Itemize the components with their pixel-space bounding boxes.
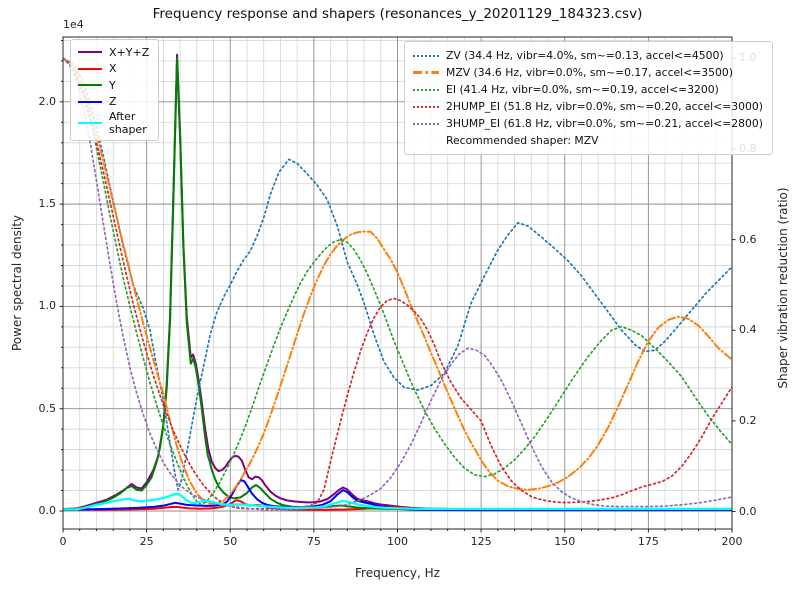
legend-label: 3HUMP_EI (61.8 Hz, vibr=0.0%, sm~=0.21, … xyxy=(446,117,763,130)
legend-label: X+Y+Z xyxy=(109,45,150,59)
legend-item: Y xyxy=(78,77,149,94)
legend-item: ZV (34.4 Hz, vibr=4.0%, sm~=0.13, accel<… xyxy=(413,47,763,64)
legend-item: X xyxy=(78,61,149,78)
y-left-tick-label: 0.5 xyxy=(38,401,57,415)
chart-title: Frequency response and shapers (resonanc… xyxy=(152,6,643,22)
y-axis-left-label: Power spectral density xyxy=(10,214,24,352)
x-tick-label: 75 xyxy=(306,535,321,548)
legend-item: 2HUMP_EI (51.8 Hz, vibr=0.0%, sm~=0.20, … xyxy=(413,98,763,115)
x-tick-label: 150 xyxy=(554,535,576,548)
legend-line-sample xyxy=(413,122,439,125)
y-axis-right-label: Shaper vibration reduction (ratio) xyxy=(776,187,790,389)
legend-label: ZV (34.4 Hz, vibr=4.0%, sm~=0.13, accel<… xyxy=(446,49,724,62)
legend-label: Y xyxy=(109,78,116,92)
x-tick-label: 200 xyxy=(721,535,743,548)
legend-line-sample xyxy=(78,84,102,87)
x-tick-label: 0 xyxy=(59,535,67,548)
legend-line-sample xyxy=(78,100,102,103)
y-axis-offset-text: 1e4 xyxy=(63,18,84,31)
y-left-tick-label: 2.0 xyxy=(38,94,57,108)
legend-label: Recommended shaper: MZV xyxy=(446,134,599,147)
legend-line-sample xyxy=(413,105,439,108)
x-tick-label: 100 xyxy=(387,535,408,548)
legend-item: 3HUMP_EI (61.8 Hz, vibr=0.0%, sm~=0.21, … xyxy=(413,115,763,132)
legend-line-sample xyxy=(413,88,439,91)
legend-label: MZV (34.6 Hz, vibr=0.0%, sm~=0.17, accel… xyxy=(446,66,733,79)
x-tick-label: 125 xyxy=(470,535,492,548)
legend-line-sample xyxy=(413,71,439,74)
legend-label: Z xyxy=(109,95,117,109)
y-left-tick-label: 0.0 xyxy=(38,503,57,517)
psd-legend: X+Y+Z X Y Z After shaper xyxy=(70,39,160,141)
legend-label: 2HUMP_EI (51.8 Hz, vibr=0.0%, sm~=0.20, … xyxy=(446,100,763,113)
legend-line-sample xyxy=(413,54,439,57)
legend-label: X xyxy=(109,62,117,76)
x-axis-label: Frequency, Hz xyxy=(355,566,440,580)
legend-item: Z xyxy=(78,94,149,111)
y-left-tick-label: 1.5 xyxy=(38,197,57,211)
legend-item: EI (41.4 Hz, vibr=0.0%, sm~=0.19, accel<… xyxy=(413,81,763,98)
legend-label: After shaper xyxy=(109,110,147,136)
legend-line-sample xyxy=(78,67,102,70)
shaper-legend: ZV (34.4 Hz, vibr=4.0%, sm~=0.13, accel<… xyxy=(404,41,773,155)
legend-item: X+Y+Z xyxy=(78,44,149,61)
y-right-tick-label: 0.6 xyxy=(739,232,757,246)
legend-line-sample xyxy=(78,51,102,54)
legend-item: Recommended shaper: MZV xyxy=(413,132,763,149)
x-tick-label: 25 xyxy=(139,535,154,548)
legend-label: EI (41.4 Hz, vibr=0.0%, sm~=0.19, accel<… xyxy=(446,83,719,96)
legend-line-sample xyxy=(78,122,102,124)
y-right-tick-label: 0.2 xyxy=(739,413,757,427)
legend-item: MZV (34.6 Hz, vibr=0.0%, sm~=0.17, accel… xyxy=(413,64,763,81)
y-right-tick-label: 0.0 xyxy=(739,504,757,518)
y-right-tick-label: 0.4 xyxy=(739,323,757,337)
y-left-tick-label: 1.0 xyxy=(38,299,57,313)
x-tick-label: 175 xyxy=(637,535,659,548)
x-tick-label: 50 xyxy=(223,535,238,548)
legend-item: After shaper xyxy=(78,110,149,136)
